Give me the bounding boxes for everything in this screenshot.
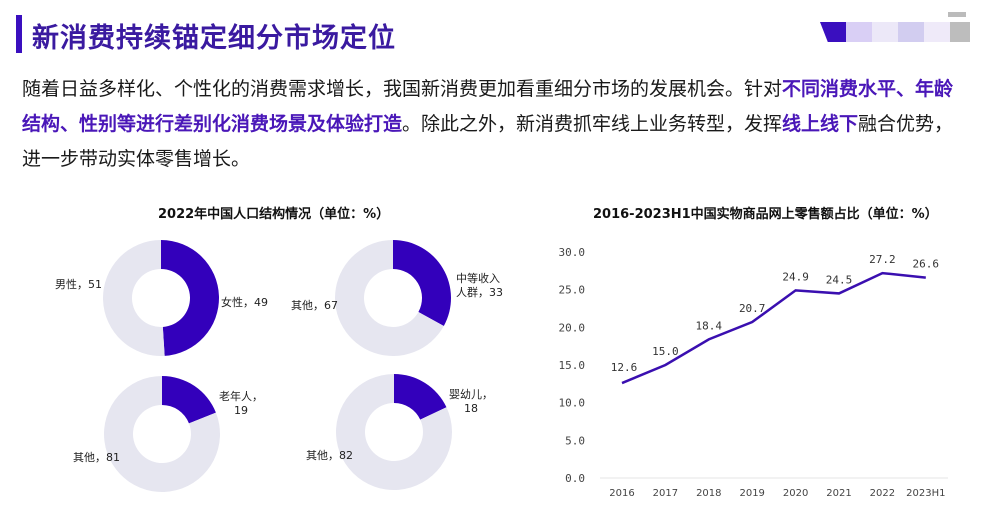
y-tick-label: 10.0 [559,397,586,410]
series-line [621,271,926,385]
logo-mark [948,12,966,17]
data-label: 18.4 [696,319,723,332]
donut4-label-infant: 婴幼儿，18 [449,388,493,415]
donut4-slice-rest [336,374,453,491]
donut3-slice-rest [104,376,220,492]
body-text-1: 随着日益多样化、个性化的消费需求增长，我国新消费更加看重细分市场的发展机会。针对 [22,78,783,100]
y-tick-label: 0.0 [565,472,585,485]
donut4-slice-highlight [394,374,447,420]
donut-chart-title: 2022年中国人口结构情况（单位：%） [158,207,390,222]
data-label: 24.9 [782,270,809,283]
donut4-label-other: 其他，82 [306,449,353,462]
donut3-label-elderly: 老年人，19 [219,390,263,417]
donut2-label-other: 其他，67 [291,299,338,312]
body-highlight-2: 线上线下 [782,113,859,135]
donut1-slice-rest [103,240,165,357]
donut2-slice-highlight [393,240,451,326]
label-line: 人群，33 [456,286,503,299]
line-chart-title: 2016-2023H1中国实物商品网上零售额占比（单位：%） [593,207,938,222]
x-tick-label: 2020 [783,488,808,499]
title-accent-bar [16,15,22,53]
donut3-label-other: 其他，81 [73,451,120,464]
donut3-slice-highlight [162,376,216,424]
donut1-slice-highlight [161,240,220,356]
brand-logo [820,22,970,42]
data-label: 26.6 [913,258,940,271]
donut1-label-female: 女性，49 [221,296,268,309]
donut1-label-male: 男性，51 [55,278,102,291]
y-tick-label: 25.0 [559,284,586,297]
body-paragraph: 随着日益多样化、个性化的消费需求增长，我国新消费更加看重细分市场的发展机会。针对… [22,72,962,177]
x-tick-label: 2018 [696,488,721,499]
donut2-label-middle-income: 中等收入 人群，33 [456,272,503,300]
data-label: 27.2 [869,253,896,266]
x-tick-label: 2019 [739,488,764,499]
y-tick-label: 5.0 [565,434,585,447]
body-text-3: 融合优势，进一步带动实体零售增长。 [22,113,954,170]
x-tick-label: 2022 [870,488,895,499]
x-tick-label: 2017 [653,488,678,499]
y-tick-label: 20.0 [559,321,586,334]
data-label: 24.5 [826,273,853,286]
x-tick-label: 2021 [826,488,851,499]
y-tick-label: 30.0 [559,246,586,259]
data-label: 12.6 [611,361,638,374]
y-tick-label: 15.0 [559,359,586,372]
x-tick-label: 2023H1 [906,488,945,499]
data-label: 20.7 [739,302,766,315]
body-text-2: 。除此之外，新消费抓牢线上业务转型，发挥 [402,113,783,135]
x-tick-label: 2016 [609,488,634,499]
page-title: 新消费持续锚定细分市场定位 [32,23,396,54]
label-line: 中等收入 [456,272,500,285]
body-highlight-1: 不同消费水平、年龄结构、性别等进行差别化消费场景及体验打造 [22,78,954,135]
donut2-slice-rest [334,240,444,357]
data-label: 15.0 [652,345,679,358]
